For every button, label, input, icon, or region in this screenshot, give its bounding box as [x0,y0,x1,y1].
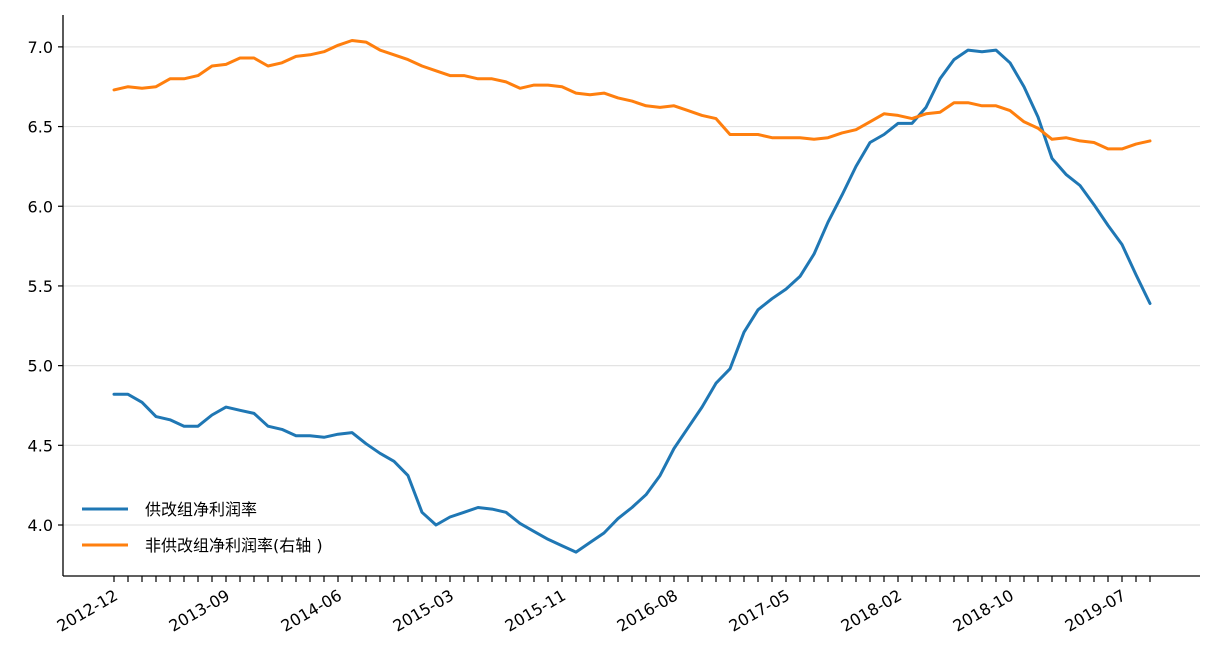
x-tick-label: 2012-12 [54,586,121,636]
gridlines [63,46,1200,526]
x-tick-label: 2018-10 [950,586,1017,636]
legend-label-1: 供改组净利润率 [145,500,257,519]
y-tick-label: 5.5 [28,277,53,296]
x-tick-label: 2013-09 [166,586,233,636]
series-line-2 [112,39,1152,151]
x-tick-label: 2017-05 [726,586,793,636]
x-tick-label: 2015-11 [502,586,569,636]
series-lines [112,39,1152,554]
y-tick-label: 7.0 [28,38,53,57]
y-tick-label: 6.0 [28,197,53,216]
series-line-1 [112,48,1152,554]
x-tick-label: 2014-06 [278,586,345,636]
y-tick-label: 5.0 [28,357,53,376]
legend-label-2: 非供改组净利润率(右轴 ) [145,536,323,555]
y-tick-label: 6.5 [28,118,53,137]
x-tick-label: 2015-03 [390,586,457,636]
y-tick-label: 4.5 [28,436,53,455]
x-tick-label: 2019-07 [1062,586,1129,636]
x-tick-label: 2018-02 [838,586,905,636]
x-tick-label: 2016-08 [614,586,681,636]
y-tick-label: 4.0 [28,516,53,535]
